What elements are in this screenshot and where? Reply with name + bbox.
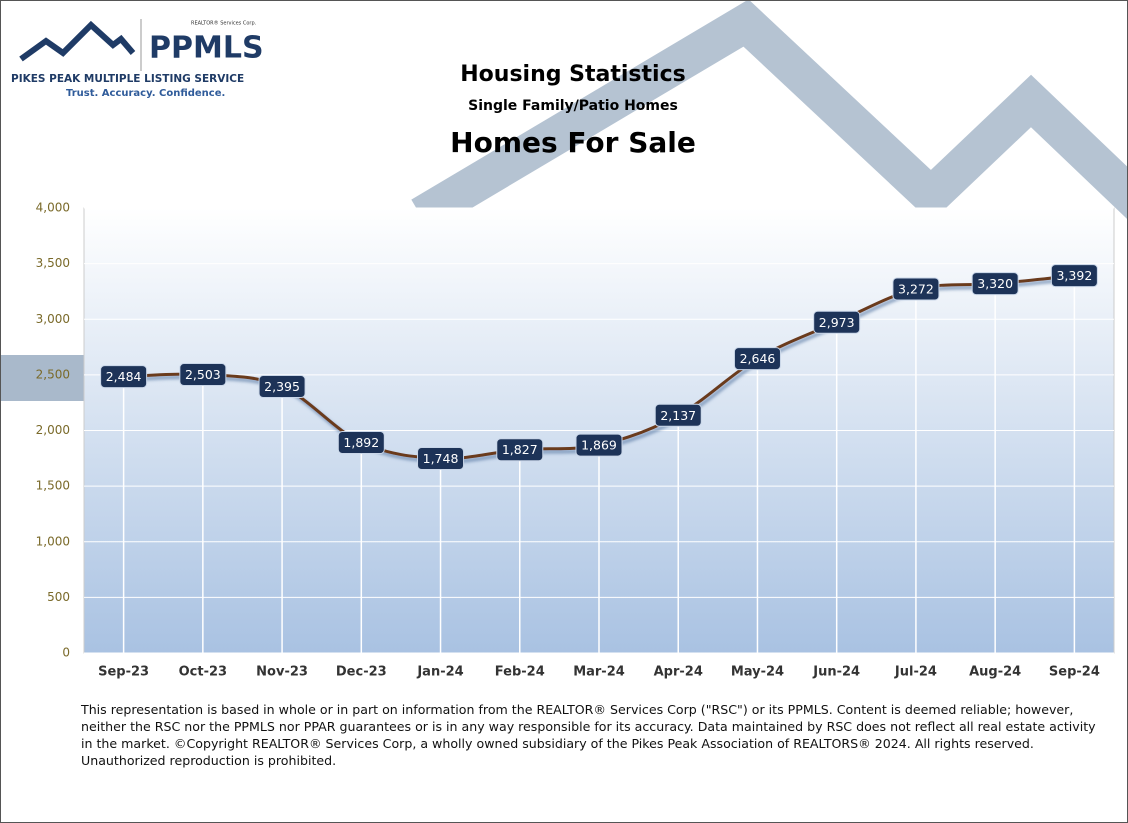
background-band bbox=[1, 355, 85, 401]
value-label: 1,827 bbox=[502, 442, 538, 457]
value-label: 2,973 bbox=[819, 315, 855, 330]
value-label-box bbox=[179, 363, 227, 387]
logo-icon bbox=[19, 20, 136, 62]
chart-subtitle: Single Family/Patio Homes bbox=[468, 98, 678, 114]
x-tick-label: Dec-23 bbox=[336, 665, 387, 680]
y-tick-label: 500 bbox=[47, 590, 70, 604]
y-tick-label: 2,000 bbox=[36, 423, 70, 437]
x-tick-label: May-24 bbox=[731, 665, 784, 680]
x-tick-label: Jun-24 bbox=[812, 665, 860, 680]
value-label-box bbox=[258, 375, 306, 399]
x-tick-label: Apr-24 bbox=[654, 665, 703, 680]
chart-heading: Homes For Sale bbox=[450, 126, 696, 159]
y-tick-label: 3,000 bbox=[36, 312, 70, 326]
value-label: 2,395 bbox=[264, 379, 300, 394]
x-tick-label: Jan-24 bbox=[416, 665, 463, 680]
value-label: 2,646 bbox=[740, 351, 776, 366]
y-tick-label: 4,000 bbox=[36, 201, 70, 215]
value-label-box bbox=[100, 365, 148, 389]
x-tick-label: Mar-24 bbox=[573, 665, 625, 680]
value-label: 3,320 bbox=[977, 276, 1013, 291]
y-tick-label: 2,500 bbox=[36, 367, 70, 381]
value-label-box bbox=[654, 403, 702, 427]
logo-service: PIKES PEAK MULTIPLE LISTING SERVICE bbox=[11, 73, 244, 85]
value-label: 1,748 bbox=[423, 451, 459, 466]
x-tick-label: Nov-23 bbox=[256, 665, 308, 680]
value-label: 1,869 bbox=[581, 438, 617, 453]
disclaimer: This representation is based in whole or… bbox=[81, 702, 1096, 768]
x-tick-label: Aug-24 bbox=[969, 665, 1021, 680]
value-label-box bbox=[733, 347, 781, 371]
value-label-box bbox=[892, 277, 940, 301]
x-tick-label: Jul-24 bbox=[894, 665, 937, 680]
value-label-box bbox=[575, 433, 623, 457]
value-label: 3,272 bbox=[898, 281, 934, 296]
value-label-box bbox=[971, 272, 1019, 296]
value-label-box bbox=[417, 447, 465, 471]
value-label: 2,137 bbox=[660, 408, 696, 423]
logo-corp: REALTOR® Services Corp. bbox=[191, 20, 257, 27]
y-tick-label: 0 bbox=[62, 646, 70, 660]
logo-name: PPMLS bbox=[149, 31, 264, 66]
x-tick-label: Oct-23 bbox=[179, 665, 227, 680]
y-tick-label: 1,500 bbox=[36, 479, 70, 493]
background-mountains bbox=[411, 1, 1127, 233]
value-label: 2,503 bbox=[185, 367, 221, 382]
value-label: 2,484 bbox=[106, 369, 142, 384]
value-label-box bbox=[1050, 264, 1098, 288]
chart-title: Housing Statistics bbox=[460, 62, 685, 87]
value-label-box bbox=[496, 438, 544, 462]
value-label-box bbox=[813, 310, 861, 334]
value-label: 1,892 bbox=[343, 435, 379, 450]
x-tick-label: Sep-23 bbox=[98, 665, 149, 680]
x-tick-label: Sep-24 bbox=[1049, 665, 1100, 680]
logo-tagline: Trust. Accuracy. Confidence. bbox=[66, 88, 225, 99]
x-tick-label: Feb-24 bbox=[495, 665, 545, 680]
y-tick-label: 3,500 bbox=[36, 256, 70, 270]
value-label-box bbox=[337, 431, 385, 455]
y-tick-label: 1,000 bbox=[36, 534, 70, 548]
value-label: 3,392 bbox=[1056, 268, 1092, 283]
